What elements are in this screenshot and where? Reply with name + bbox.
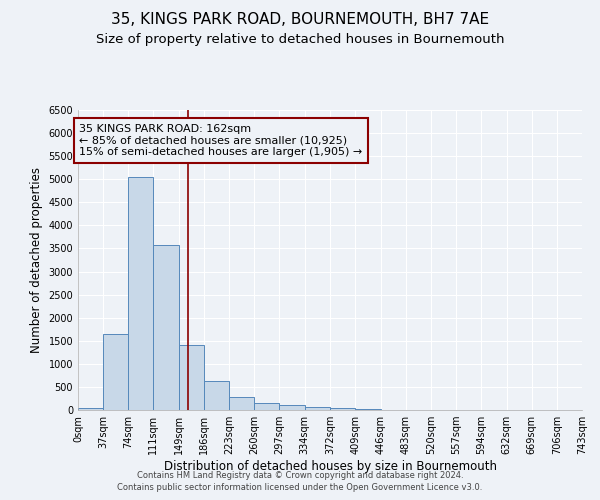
Bar <box>280 406 305 410</box>
Bar <box>204 382 229 410</box>
Bar <box>78 408 103 410</box>
Bar <box>153 245 179 410</box>
Text: Contains public sector information licensed under the Open Government Licence v3: Contains public sector information licen… <box>118 484 482 492</box>
Bar <box>179 346 204 410</box>
Text: 35 KINGS PARK ROAD: 162sqm
← 85% of detached houses are smaller (10,925)
15% of : 35 KINGS PARK ROAD: 162sqm ← 85% of deta… <box>79 124 362 157</box>
Bar <box>331 408 355 410</box>
Bar <box>103 334 128 410</box>
Bar <box>128 177 153 410</box>
Text: Size of property relative to detached houses in Bournemouth: Size of property relative to detached ho… <box>96 32 504 46</box>
Bar <box>305 407 331 410</box>
Bar <box>229 396 254 410</box>
Text: 35, KINGS PARK ROAD, BOURNEMOUTH, BH7 7AE: 35, KINGS PARK ROAD, BOURNEMOUTH, BH7 7A… <box>111 12 489 28</box>
Bar <box>254 403 280 410</box>
Y-axis label: Number of detached properties: Number of detached properties <box>30 167 43 353</box>
X-axis label: Distribution of detached houses by size in Bournemouth: Distribution of detached houses by size … <box>163 460 497 473</box>
Bar <box>355 408 380 410</box>
Text: Contains HM Land Registry data © Crown copyright and database right 2024.: Contains HM Land Registry data © Crown c… <box>137 471 463 480</box>
